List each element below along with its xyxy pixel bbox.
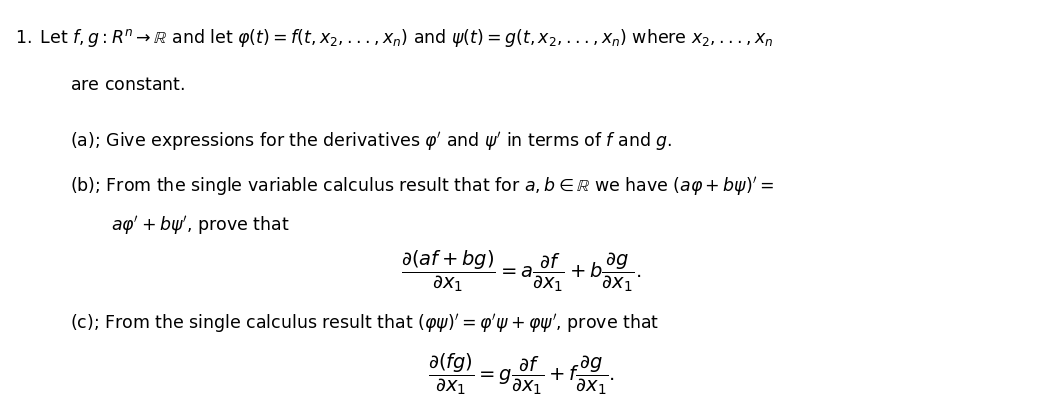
Text: $\text{(c)\; From the single calculus result that }(\varphi\psi)' = \varphi'\psi: $\text{(c)\; From the single calculus re…: [70, 312, 659, 334]
Text: $\text{(b)\; From the single variable calculus result that for }a, b \in \mathbb: $\text{(b)\; From the single variable ca…: [70, 174, 774, 197]
Text: $\dfrac{\partial(af + bg)}{\partial x_1} = a\dfrac{\partial f}{\partial x_1} + b: $\dfrac{\partial(af + bg)}{\partial x_1}…: [402, 249, 641, 294]
Text: $\text{are constant.}$: $\text{are constant.}$: [70, 76, 186, 94]
Text: $\text{(a)\; Give expressions for the derivatives }\varphi'\text{ and }\psi'\tex: $\text{(a)\; Give expressions for the de…: [70, 130, 673, 152]
Text: $a\varphi' + b\psi'\text{, prove that}$: $a\varphi' + b\psi'\text{, prove that}$: [111, 213, 289, 236]
Text: $1.\; \text{Let }f, g : R^n \to \mathbb{R}\text{ and let }\varphi(t) = f(t, x_2,: $1.\; \text{Let }f, g : R^n \to \mathbb{…: [15, 27, 773, 49]
Text: $\dfrac{\partial(fg)}{\partial x_1} = g\dfrac{\partial f}{\partial x_1} + f\dfra: $\dfrac{\partial(fg)}{\partial x_1} = g\…: [428, 350, 615, 396]
